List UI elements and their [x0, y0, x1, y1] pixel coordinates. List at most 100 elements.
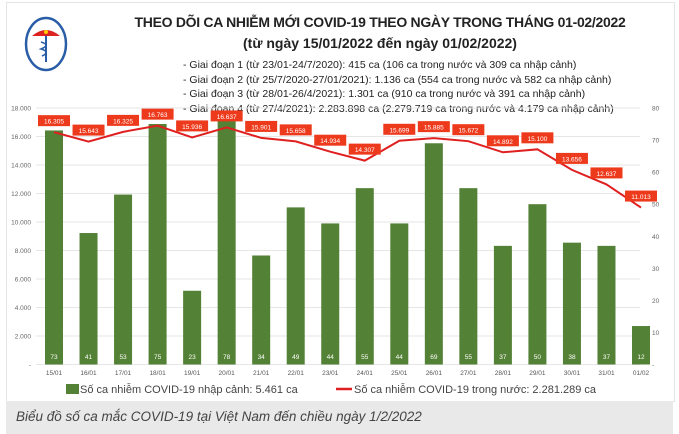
x-axis-tick: 30/01	[564, 370, 581, 377]
left-axis-tick: 2.000	[15, 334, 32, 341]
bar-data-label: 44	[327, 354, 335, 361]
caption-bar: Biểu đồ số ca mắc COVID-19 tại Việt Nam …	[6, 401, 673, 434]
x-axis-tick: 31/01	[598, 370, 615, 377]
right-axis-tick: 20	[652, 298, 660, 305]
legend-label-imported: Số ca nhiễm COVID-19 nhập cảnh: 5.461 ca	[80, 383, 299, 396]
x-axis-tick: 23/01	[322, 370, 339, 377]
line-data-label-box	[521, 132, 554, 144]
left-axis-tick: -	[29, 362, 31, 369]
line-data-label: 11.013	[631, 194, 651, 201]
x-axis-tick: 22/01	[288, 370, 305, 377]
x-axis-tick: 28/01	[495, 370, 512, 377]
left-axis-tick: 12.000	[11, 191, 31, 198]
bar-imported-cases	[79, 233, 98, 365]
line-data-label-box	[72, 124, 105, 136]
x-axis-tick: 20/01	[219, 370, 236, 377]
line-data-label: 15.885	[424, 125, 444, 132]
bar-imported-cases	[114, 194, 133, 365]
right-axis-tick: 30	[652, 266, 660, 273]
x-axis-tick: 29/01	[529, 370, 546, 377]
x-axis-tick: 15/01	[46, 370, 63, 377]
line-data-label: 15.643	[79, 128, 99, 135]
legend-swatch-imported	[66, 384, 79, 394]
left-axis-tick: 14.000	[11, 163, 31, 170]
line-data-label-box	[625, 190, 658, 202]
line-data-label-box	[348, 143, 381, 155]
left-axis-tick: 18.000	[11, 106, 31, 113]
bar-imported-cases	[562, 242, 581, 365]
bar-imported-cases	[321, 223, 340, 365]
left-axis-tick: 4.000	[15, 305, 32, 312]
x-axis-tick: 27/01	[460, 370, 477, 377]
bar-data-label: 78	[223, 354, 231, 361]
combo-chart: - 2.000 4.000 6.000 8.000 10.000 12.000 14.000 1…	[11, 106, 660, 397]
right-axis-tick: -	[652, 362, 654, 369]
line-domestic-cases	[53, 124, 642, 209]
bar-data-label: 50	[534, 354, 542, 361]
phase-2: - Giai đoạn 2 (từ 25/7/2020-27/01/2021):…	[183, 73, 612, 86]
bar-data-label: 34	[258, 354, 266, 361]
x-axis-tick: 19/01	[184, 370, 201, 377]
bar-data-label: 75	[154, 354, 162, 361]
bar-imported-cases	[493, 245, 512, 365]
bar-data-label: 73	[50, 354, 58, 361]
x-axis-tick: 16/01	[80, 370, 97, 377]
bar-imported-cases	[597, 245, 616, 365]
phase-3: - Giai đoạn 3 (từ 28/01-26/4/2021): 1.30…	[183, 88, 586, 100]
bar-data-label: 12	[637, 354, 645, 361]
line-data-label: 15.699	[389, 127, 409, 134]
line-data-label-box	[452, 124, 485, 136]
chart-title: THEO DÕI CA NHIỄM MỚI COVID-19 THEO NGÀY…	[134, 14, 626, 30]
bar-data-label: 37	[603, 354, 611, 361]
bar-imported-cases	[183, 290, 202, 365]
line-data-label: 16.637	[217, 114, 237, 121]
bar-data-label: 55	[361, 354, 369, 361]
bar-data-label: 55	[465, 354, 473, 361]
bar-imported-cases	[286, 207, 305, 365]
line-data-label-box	[279, 124, 312, 136]
right-axis-tick: 60	[652, 170, 660, 177]
legend-label-domestic: Số ca nhiễm COVID-19 trong nước: 2.281.2…	[354, 383, 597, 396]
line-data-label-box	[141, 108, 174, 120]
line-data-label: 14.892	[493, 139, 513, 146]
bar-imported-cases	[45, 130, 63, 365]
left-axis-tick: 10.000	[11, 220, 31, 227]
ministry-of-health-logo	[24, 16, 68, 72]
x-axis-tick: 21/01	[253, 370, 270, 377]
phase-1: - Giai đoạn 1 (từ 23/01-24/7/2020): 415 …	[183, 59, 577, 71]
chart-subtitle: (từ ngày 15/01/2022 đến ngày 01/02/2022)	[243, 35, 517, 51]
line-data-label: 16.305	[44, 119, 64, 126]
x-axis-tick: 17/01	[115, 370, 132, 377]
line-data-label: 15.100	[527, 136, 547, 143]
line-data-label: 14.934	[320, 138, 340, 145]
bar-data-label: 37	[499, 354, 507, 361]
x-axis-tick: 26/01	[426, 370, 443, 377]
right-axis-tick: 10	[652, 330, 660, 337]
line-data-label-box	[245, 120, 278, 132]
line-data-label-box	[176, 120, 209, 132]
x-axis-tick: 18/01	[149, 370, 166, 377]
bar-data-label: 23	[189, 354, 197, 361]
caption-text: Biểu đồ số ca mắc COVID-19 tại Việt Nam …	[16, 409, 422, 424]
right-axis-tick: 80	[652, 106, 660, 113]
line-data-label: 14.307	[355, 147, 375, 154]
line-data-label-box	[38, 115, 70, 127]
line-data-label: 16.763	[148, 112, 168, 119]
bar-imported-cases	[252, 255, 271, 365]
bar-imported-cases	[217, 114, 236, 365]
bar-data-label: 69	[430, 354, 438, 361]
line-data-label: 12.637	[597, 171, 617, 178]
line-data-label-box	[486, 135, 519, 147]
x-axis-tick: 01/02	[633, 370, 650, 377]
line-data-label-box	[555, 152, 588, 164]
right-axis-tick: 70	[652, 138, 660, 145]
line-data-label-box	[383, 123, 416, 135]
line-data-label: 16.325	[113, 118, 133, 125]
line-data-label: 13.656	[562, 156, 582, 163]
bar-data-label: 38	[568, 354, 576, 361]
bar-imported-cases	[148, 124, 167, 365]
line-data-label-box	[314, 134, 347, 146]
line-data-label: 15.658	[286, 128, 306, 135]
line-data-label-box	[107, 114, 140, 126]
bar-data-label: 53	[119, 354, 127, 361]
